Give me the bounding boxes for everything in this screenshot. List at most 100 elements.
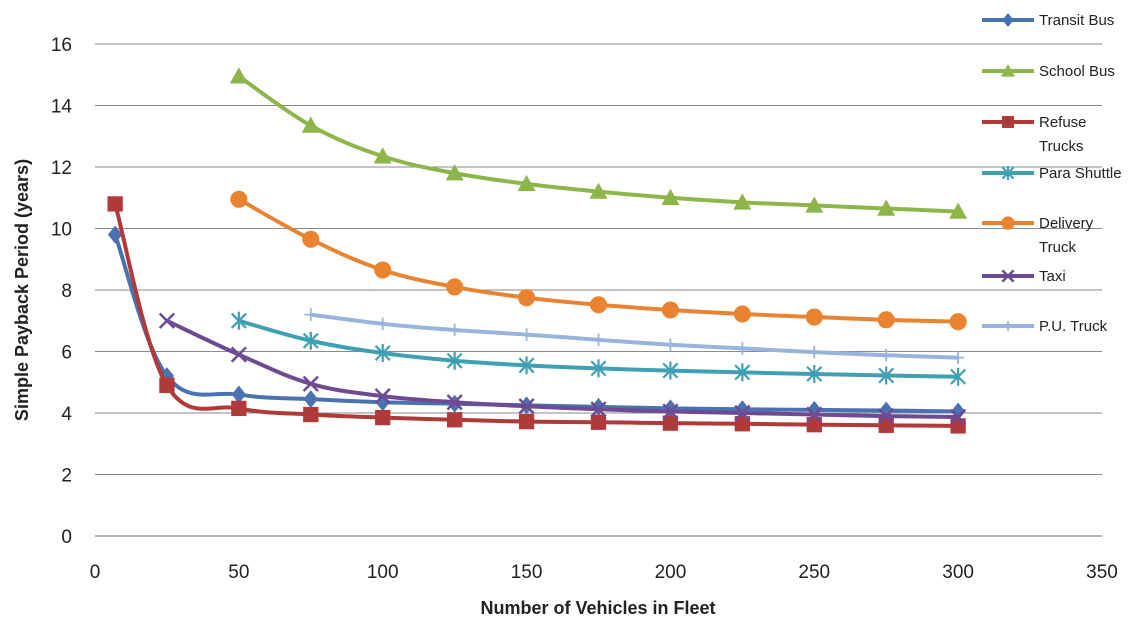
data-point xyxy=(664,338,677,352)
x-tick-label: 150 xyxy=(511,562,543,583)
y-axis-title: Simple Payback Period (years) xyxy=(12,159,32,421)
data-point xyxy=(231,400,247,417)
series-school-bus xyxy=(229,67,968,219)
legend: Transit Bus School Bus Refuse Trucks Para Sh… xyxy=(982,12,1122,335)
data-point xyxy=(734,404,751,422)
data-point xyxy=(589,182,608,199)
data-point xyxy=(158,312,176,329)
data-point xyxy=(662,415,679,431)
data-point xyxy=(807,400,822,419)
legend-item: Taxi xyxy=(982,268,1066,285)
legend-label: Para Shuttle xyxy=(1039,165,1122,182)
legend-item: Transit Bus xyxy=(982,12,1114,29)
data-point xyxy=(806,406,823,423)
x-tick-label: 50 xyxy=(228,562,249,583)
data-point xyxy=(949,202,968,219)
data-point xyxy=(446,351,463,370)
data-point xyxy=(878,407,895,425)
legend-item: Refuse Trucks xyxy=(982,114,1087,155)
data-point xyxy=(949,313,967,331)
x-tick-label: 350 xyxy=(1086,562,1118,583)
data-point xyxy=(231,385,247,404)
y-tick-label: 10 xyxy=(51,220,72,241)
data-point xyxy=(877,199,896,216)
y-tick-label: 4 xyxy=(61,404,72,425)
data-point xyxy=(733,193,752,210)
data-point xyxy=(590,414,607,430)
data-point xyxy=(520,328,533,341)
data-point xyxy=(376,317,390,331)
y-tick-label: 2 xyxy=(61,466,72,487)
x-tick-label: 0 xyxy=(90,562,101,583)
data-point xyxy=(518,356,535,375)
legend-item: Para Shuttle xyxy=(982,165,1122,182)
data-point xyxy=(374,344,391,363)
data-point xyxy=(806,364,823,383)
y-tick-label: 14 xyxy=(51,97,73,118)
legend-label: P.U. Truck xyxy=(1039,318,1108,335)
data-point xyxy=(1001,166,1015,180)
data-point xyxy=(1001,269,1015,283)
data-point xyxy=(302,230,320,248)
data-point xyxy=(950,402,966,421)
y-axis-ticks: 0 2 4 6 8 10 12 14 16 xyxy=(51,35,73,548)
data-point xyxy=(518,289,536,307)
y-tick-label: 12 xyxy=(51,158,72,179)
y-tick-label: 16 xyxy=(51,35,72,56)
series-layer xyxy=(107,67,968,434)
data-point xyxy=(303,406,319,423)
gridlines xyxy=(95,43,1102,537)
data-point xyxy=(446,394,463,411)
data-point xyxy=(374,388,391,405)
data-point xyxy=(590,401,607,418)
data-point xyxy=(734,363,751,382)
data-point xyxy=(951,351,965,364)
data-point xyxy=(304,308,318,321)
y-tick-label: 6 xyxy=(61,343,72,364)
data-point xyxy=(950,418,966,434)
data-point xyxy=(303,390,318,409)
y-tick-label: 8 xyxy=(61,281,72,302)
data-point xyxy=(592,333,605,347)
data-point xyxy=(230,190,248,208)
data-point xyxy=(446,412,463,428)
data-point xyxy=(733,305,751,323)
data-point xyxy=(590,359,607,378)
legend-item: P.U. Truck xyxy=(982,318,1108,335)
data-point xyxy=(445,164,464,181)
y-tick-label: 0 xyxy=(61,527,72,548)
data-point xyxy=(662,361,679,380)
data-point xyxy=(159,377,175,393)
series-line xyxy=(166,318,959,419)
data-point xyxy=(661,301,679,319)
data-point xyxy=(107,225,123,244)
series-para-shuttle xyxy=(230,311,967,386)
data-point xyxy=(230,311,247,330)
series-taxi xyxy=(158,312,967,426)
data-point xyxy=(878,366,895,385)
data-point xyxy=(107,196,123,212)
data-point xyxy=(661,188,680,205)
legend-item: Delivery Truck xyxy=(982,215,1094,256)
x-tick-label: 300 xyxy=(942,562,974,583)
data-point xyxy=(950,408,967,426)
series-refuse-trucks xyxy=(107,196,966,434)
data-point xyxy=(879,401,894,420)
data-point xyxy=(301,116,320,133)
data-point xyxy=(1002,13,1014,27)
data-point xyxy=(1001,216,1015,230)
x-tick-label: 200 xyxy=(655,562,687,583)
data-point xyxy=(518,398,535,415)
data-point xyxy=(374,261,392,279)
data-point xyxy=(879,348,893,362)
x-tick-label: 100 xyxy=(367,562,399,583)
data-point xyxy=(589,296,608,314)
data-point xyxy=(734,416,751,432)
data-point xyxy=(805,308,823,326)
data-point xyxy=(517,174,536,192)
data-point xyxy=(229,67,248,84)
data-point xyxy=(1001,64,1015,77)
series-delivery-truck xyxy=(230,190,967,331)
data-point xyxy=(373,147,392,164)
